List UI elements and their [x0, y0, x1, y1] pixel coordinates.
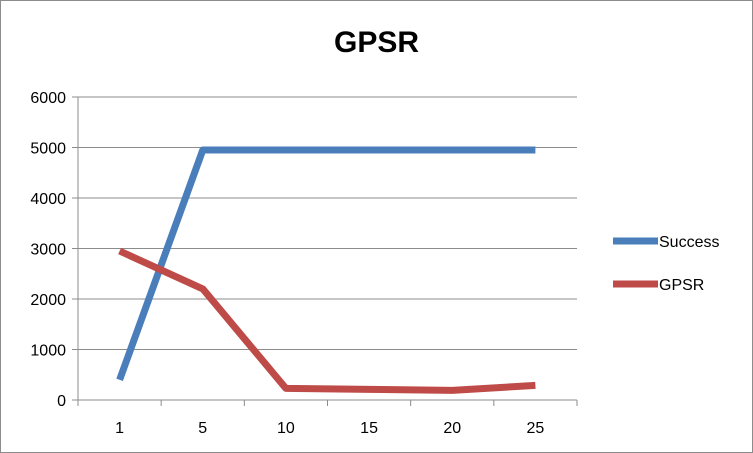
x-tick-label: 25	[527, 420, 545, 437]
x-tick-label: 10	[277, 420, 295, 437]
x-tick-label: 15	[360, 420, 378, 437]
series-line-gpsr	[118, 247, 536, 394]
series-lines	[116, 146, 536, 394]
y-tick-label: 1000	[30, 343, 66, 360]
x-tick-label: 20	[443, 420, 461, 437]
x-axis-tick-labels: 1 5 10 15 20 25	[115, 420, 544, 437]
axes	[72, 97, 578, 406]
y-axis-tick-labels: 0 1000 2000 3000 4000 5000 6000	[30, 90, 66, 410]
chart-title: GPSR	[333, 26, 420, 59]
y-tick-label: 0	[57, 393, 66, 410]
series-line-success	[116, 146, 536, 381]
y-tick-label: 2000	[30, 292, 66, 309]
y-tick-label: 3000	[30, 242, 66, 259]
legend: Success GPSR	[613, 234, 719, 294]
legend-label-success: Success	[659, 234, 719, 251]
y-tick-label: 4000	[30, 191, 66, 208]
legend-label-gpsr: GPSR	[659, 277, 704, 294]
y-tick-label: 5000	[30, 141, 66, 158]
x-tick-label: 5	[198, 420, 207, 437]
x-tick-label: 1	[115, 420, 124, 437]
y-tick-label: 6000	[30, 90, 66, 107]
